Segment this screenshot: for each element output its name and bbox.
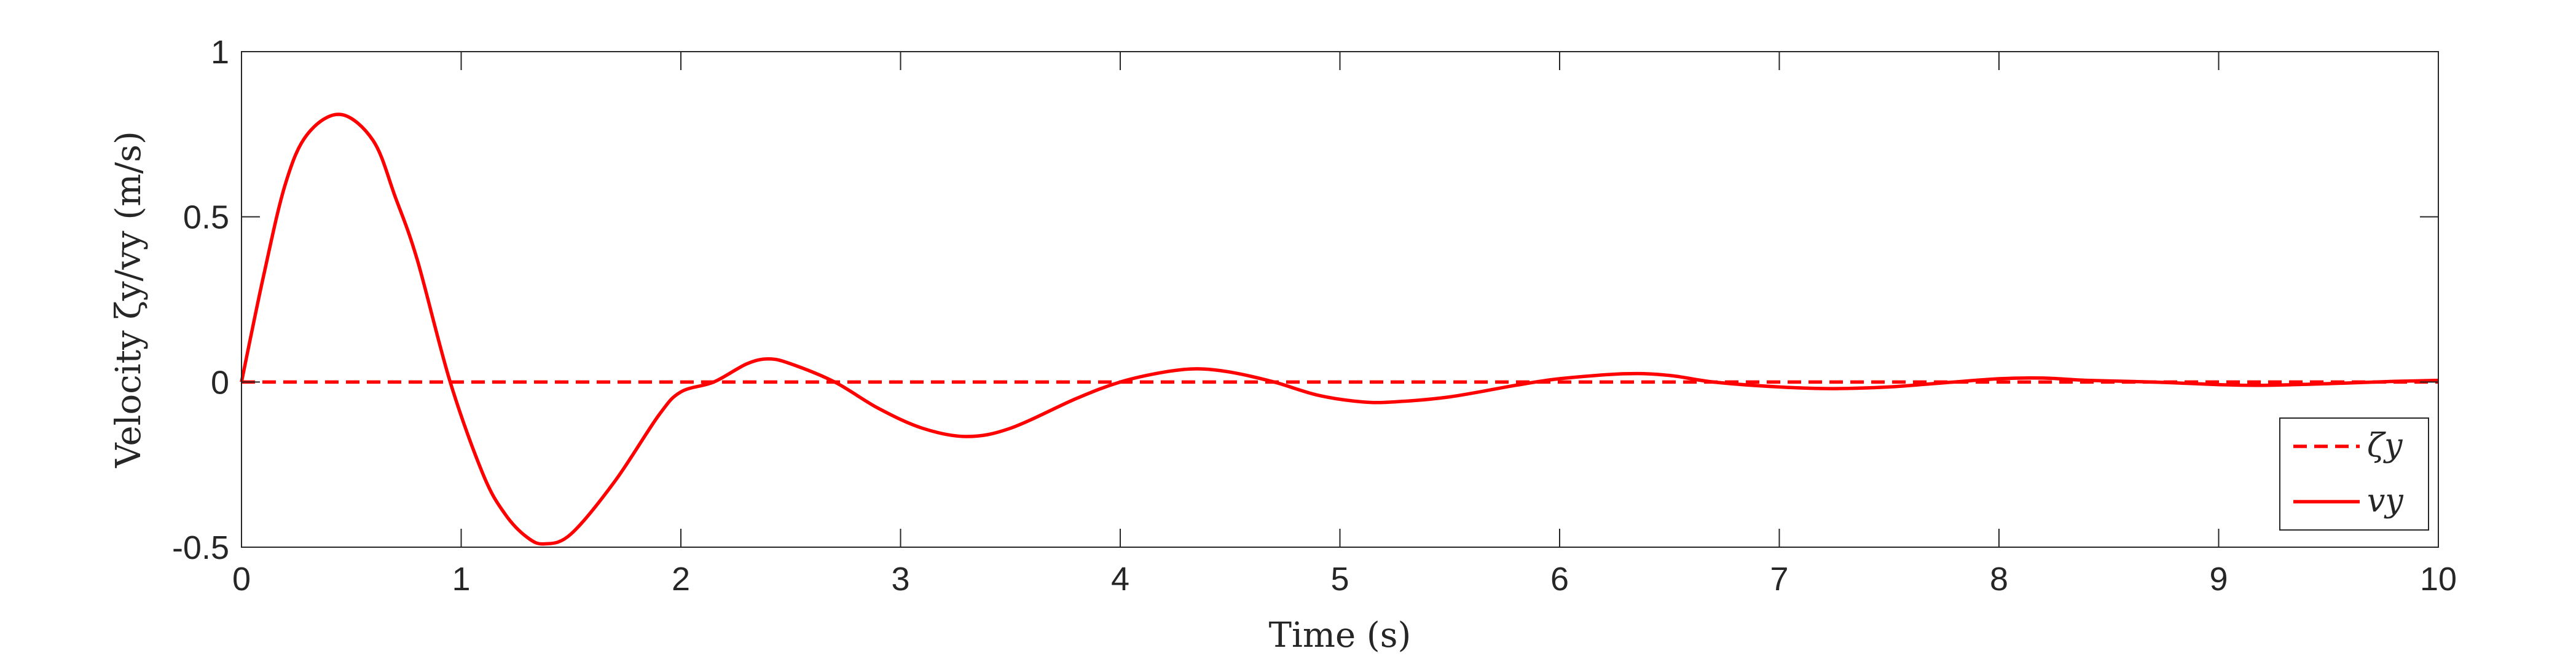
x-tick-label: 6 xyxy=(1550,561,1569,598)
y-axis-label: Velocity ζy/vy (m/s) xyxy=(109,131,149,468)
y-tick-label: -0.5 xyxy=(172,529,229,566)
x-tick-label: 3 xyxy=(891,561,909,598)
x-tick-label: 9 xyxy=(2209,561,2228,598)
labels-layer: Time (s) Velocity ζy/vy (m/s) xyxy=(109,131,1411,655)
x-axis-label: Time (s) xyxy=(1269,615,1412,655)
x-tick-label: 1 xyxy=(452,561,470,598)
x-tick-label: 2 xyxy=(672,561,690,598)
x-tick-label: 5 xyxy=(1330,561,1349,598)
legend: ζy vy xyxy=(2279,417,2429,531)
ticks-layer: 0 1 2 3 4 5 6 7 8 9 10-0.500.51 xyxy=(172,34,2457,598)
legend-label: ζy xyxy=(2367,427,2403,464)
y-tick-label: 0.5 xyxy=(183,199,229,236)
plot-background xyxy=(242,52,2438,547)
x-tick-label: 8 xyxy=(1990,561,2008,598)
series-line-v-y xyxy=(240,113,2439,546)
plot-area xyxy=(242,52,2438,547)
x-tick-label: 4 xyxy=(1111,561,1129,598)
legend-box xyxy=(2279,417,2429,531)
x-tick-label: 0 xyxy=(232,561,251,598)
y-tick-label: 0 xyxy=(211,364,229,401)
x-tick-label: 7 xyxy=(1770,561,1788,598)
series-layer xyxy=(240,113,2439,546)
y-tick-label: 1 xyxy=(211,34,229,71)
x-tick-label: 10 xyxy=(2420,561,2457,598)
legend-label: vy xyxy=(2367,483,2403,520)
